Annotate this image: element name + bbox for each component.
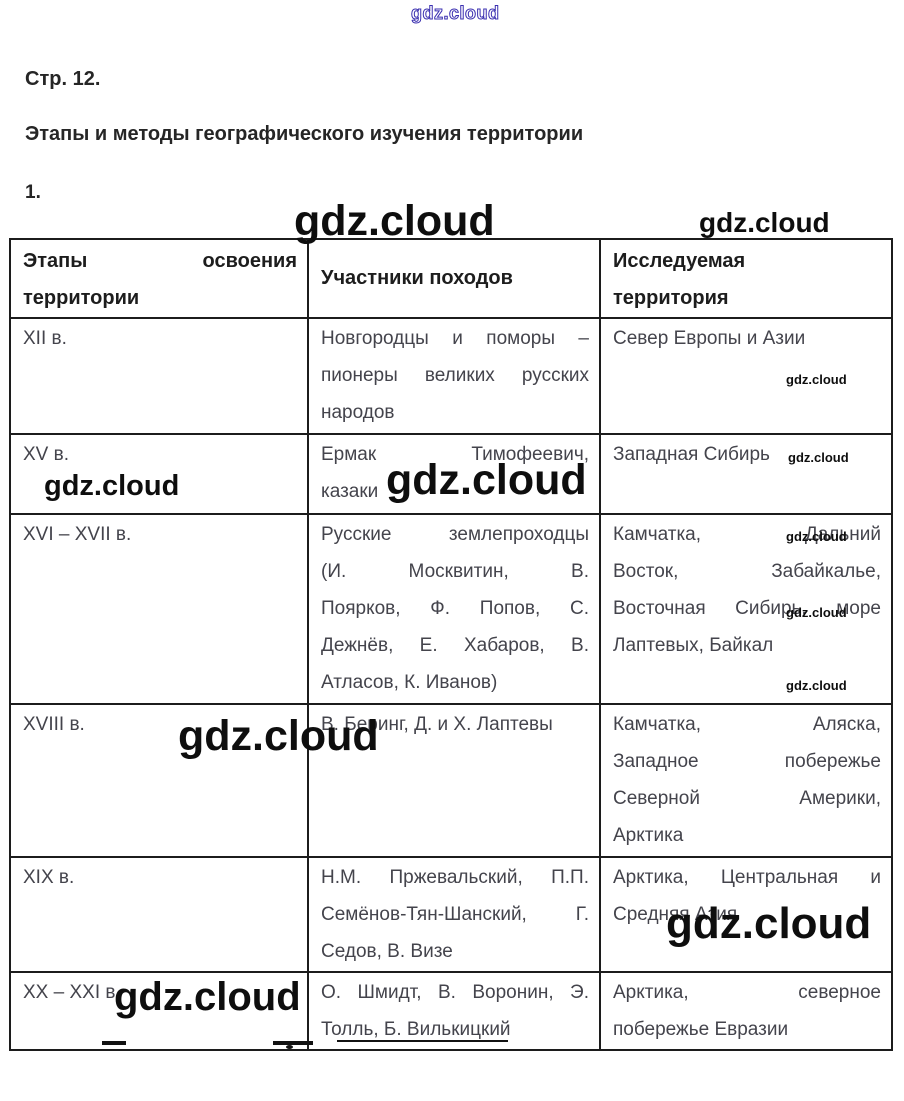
cell-period: XVI – XVII в. (9, 513, 309, 705)
cutoff-text-fragment (337, 1040, 508, 1042)
page-title: Этапы и методы географического изучения … (25, 123, 584, 145)
table-row: XIX в. Н.М. Пржевальский, П.П. Семёнов-Тя… (9, 856, 893, 973)
text-line: Западное побережье (613, 751, 881, 772)
period-text: XVI – XVII в. (23, 524, 132, 545)
cell-territory: Север Европы и Азии (599, 317, 893, 435)
text-line: Средняя Азия (613, 904, 738, 925)
cell-participants: Русские землепроходцы (И. Москвитин, В. По… (307, 513, 601, 705)
table-row: XVI – XVII в. Русские землепроходцы (И. М… (9, 513, 893, 705)
text-line: территории (23, 287, 140, 309)
cell-period: XVIII в. (9, 703, 309, 858)
cell-participants: Ермак Тимофеевич, казаки (307, 433, 601, 515)
watermark-gdz-medium-1: gdz.cloud (699, 207, 830, 238)
period-text: XIX в. (23, 867, 75, 888)
text-line: пионеры великих русских (321, 365, 589, 386)
text-line: побережье Евразии (613, 1019, 789, 1040)
text-line: Восточная Сибирь, море (613, 598, 881, 619)
period-text: XX – XXI в. (23, 982, 121, 1003)
period-text: XV в. (23, 444, 69, 465)
cutoff-text-fragment (102, 1041, 126, 1045)
text-line: Седов, В. Визе (321, 941, 453, 962)
cutoff-text-fragment (286, 1045, 293, 1049)
cell-territory: Западная Сибирь (599, 433, 893, 515)
text-line: Арктика (613, 825, 684, 846)
table-header: Этапы освоения территории Участники поход… (9, 238, 893, 319)
table-header-row: Этапы освоения территории Участники поход… (9, 238, 893, 319)
text-line: Этапы освоения (23, 250, 297, 272)
table-body: XII в. Новгородцы и поморы – пионеры вели… (9, 317, 893, 1051)
cell-participants: О. Шмидт, В. Воронин, Э. Толль, Б. Вильки… (307, 971, 601, 1051)
column-header-participants: Участники походов (307, 238, 601, 319)
cutoff-text-fragment (273, 1041, 313, 1045)
exploration-stages-table: Этапы освоения территории Участники поход… (9, 238, 893, 1051)
cell-participants: В. Беринг, Д. и Х. Лаптевы (307, 703, 601, 858)
text-line: территория (613, 287, 729, 309)
text-line: Западная Сибирь (613, 444, 770, 465)
text-line: Камчатка, Дальний (613, 524, 881, 545)
text-line: Толль, Б. Вилькицкий (321, 1019, 511, 1040)
table-row: XV в. Ермак Тимофеевич, казаки Западная С… (9, 433, 893, 515)
text-line: Семёнов-Тян-Шанский, Г. (321, 904, 589, 925)
text-line: Новгородцы и поморы – (321, 328, 589, 349)
text-line: Восток, Забайкалье, (613, 561, 881, 582)
text-line: Камчатка, Аляска, (613, 714, 881, 735)
text-line: О. Шмидт, В. Воронин, Э. (321, 982, 589, 1003)
text-line: В. Беринг, Д. и Х. Лаптевы (321, 714, 553, 735)
text-line: Поярков, Ф. Попов, С. (321, 598, 589, 619)
cell-participants: Н.М. Пржевальский, П.П. Семёнов-Тян-Шанск… (307, 856, 601, 973)
text-line: Участники походов (321, 267, 513, 289)
text-line: Северной Америки, (613, 788, 881, 809)
table-row: XVIII в. В. Беринг, Д. и Х. Лаптевы Камч… (9, 703, 893, 858)
text-line: Ермак Тимофеевич, (321, 444, 589, 465)
cell-territory: Камчатка, Дальний Восток, Забайкалье, Вост… (599, 513, 893, 705)
cell-territory: Арктика, северное побережье Евразии (599, 971, 893, 1051)
text-line: Русские землепроходцы (321, 524, 589, 545)
text-line: казаки (321, 481, 379, 502)
text-line: Н.М. Пржевальский, П.П. (321, 867, 589, 888)
text-line: Атласов, К. Иванов) (321, 672, 498, 693)
text-line: Исследуемая (613, 250, 746, 272)
column-header-territory: Исследуемая территория (599, 238, 893, 319)
watermark-gdz-top-outline: gdz.cloud (411, 3, 500, 23)
period-text: XII в. (23, 328, 67, 349)
page-number-label: Стр. 12. (25, 68, 101, 90)
cell-territory: Камчатка, Аляска, Западное побережье Север… (599, 703, 893, 858)
cell-period: XIX в. (9, 856, 309, 973)
table-row: XX – XXI в. О. Шмидт, В. Воронин, Э. Толл… (9, 971, 893, 1051)
text-line: Север Европы и Азии (613, 328, 806, 349)
period-text: XVIII в. (23, 714, 85, 735)
text-line: Лаптевых, Байкал (613, 635, 774, 656)
cell-participants: Новгородцы и поморы – пионеры великих рус… (307, 317, 601, 435)
item-number: 1. (25, 182, 41, 203)
text-line: Дежнёв, Е. Хабаров, В. (321, 635, 589, 656)
cell-period: XII в. (9, 317, 309, 435)
text-line: (И. Москвитин, В. (321, 561, 589, 582)
cell-period: XX – XXI в. (9, 971, 309, 1051)
column-header-stages: Этапы освоения территории (9, 238, 309, 319)
watermark-gdz-large-1: gdz.cloud (294, 197, 495, 245)
text-line: Арктика, Центральная и (613, 867, 881, 888)
cell-territory: Арктика, Центральная и Средняя Азия (599, 856, 893, 973)
table-row: XII в. Новгородцы и поморы – пионеры вели… (9, 317, 893, 435)
text-line: Арктика, северное (613, 982, 881, 1003)
cell-period: XV в. (9, 433, 309, 515)
text-line: народов (321, 402, 395, 423)
